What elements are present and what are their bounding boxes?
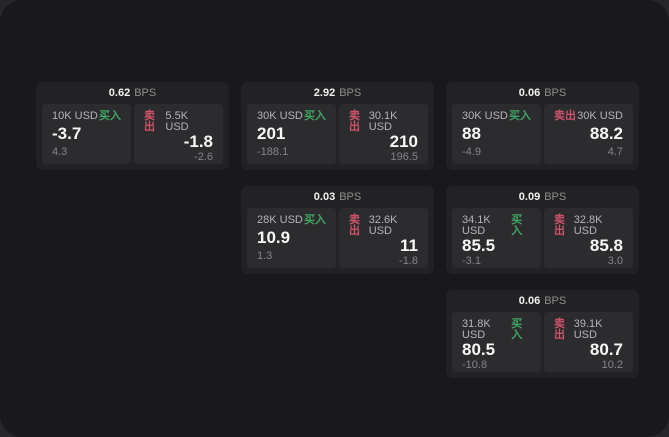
sell-tile[interactable]: 卖出 30.1K USD 210 196.5: [339, 104, 428, 164]
sell-button[interactable]: 卖出: [554, 214, 565, 237]
sell-tile[interactable]: 卖出 39.1K USD 80.7 10.2: [544, 312, 633, 372]
quote-card: 0.62 BPS 10K USD 买入 -3.7 4.3 卖出 5.5K USD: [36, 82, 229, 170]
quote-card: 0.06 BPS 31.8K USD 买入 80.5 -10.8 卖出 39.1…: [446, 290, 639, 378]
buy-amount: 34.1K USD: [462, 214, 491, 237]
bps-header: 0.03 BPS: [247, 186, 428, 208]
buy-tile[interactable]: 10K USD 买入 -3.7 4.3: [42, 104, 131, 164]
buy-price: 80.5: [462, 340, 496, 359]
buy-price: 201: [257, 124, 286, 144]
sell-amount: 30.1K USD: [368, 110, 398, 133]
buy-sub-value: 1.3: [257, 250, 273, 262]
sell-tile[interactable]: 卖出 5.5K USD -1.8 -2.6: [134, 104, 223, 164]
buy-button[interactable]: 买入: [99, 110, 121, 122]
sell-sub-value: 3.0: [607, 254, 623, 267]
buy-button[interactable]: 买入: [304, 214, 326, 226]
buy-sub-value: -188.1: [257, 146, 289, 158]
quote-card: 0.03 BPS 28K USD 买入 10.9 1.3 卖出 32.6K US…: [241, 186, 434, 274]
buy-price: -3.7: [52, 124, 82, 144]
quote-card-grid: 0.62 BPS 10K USD 买入 -3.7 4.3 卖出 5.5K USD: [36, 82, 639, 378]
bps-header: 0.09 BPS: [452, 186, 633, 208]
bps-header: 2.92 BPS: [247, 82, 428, 104]
sell-amount: 32.8K USD: [573, 214, 603, 237]
bps-unit-label: BPS: [544, 87, 567, 99]
quote-card: 2.92 BPS 30K USD 买入 201 -188.1 卖出 30.1K …: [241, 82, 434, 170]
sell-tile[interactable]: 卖出 32.8K USD 85.8 3.0: [544, 208, 633, 268]
buy-price: 88: [462, 124, 481, 144]
buy-price: 10.9: [257, 228, 291, 248]
bps-header: 0.06 BPS: [452, 82, 633, 104]
bps-unit-label: BPS: [339, 191, 362, 203]
sell-tile[interactable]: 卖出 32.6K USD 11 -1.8: [339, 208, 428, 268]
sell-sub-value: 10.2: [601, 358, 623, 371]
sell-sub-value: 196.5: [390, 150, 418, 163]
buy-sub-value: 4.3: [52, 146, 68, 158]
quote-body: 28K USD 买入 10.9 1.3 卖出 32.6K USD 11 -1.8: [247, 208, 428, 268]
buy-tile[interactable]: 31.8K USD 买入 80.5 -10.8: [452, 312, 541, 372]
quote-card: 0.06 BPS 30K USD 买入 88 -4.9 卖出 30K USD: [446, 82, 639, 170]
buy-tile[interactable]: 34.1K USD 买入 85.5 -3.1: [452, 208, 541, 268]
buy-tile[interactable]: 30K USD 买入 88 -4.9: [452, 104, 541, 164]
bps-value: 2.92: [313, 87, 336, 99]
sell-button[interactable]: 卖出: [349, 214, 360, 237]
sell-tile[interactable]: 卖出 30K USD 88.2 4.7: [544, 104, 633, 164]
sell-button[interactable]: 卖出: [554, 318, 565, 341]
buy-sub-value: -3.1: [462, 254, 481, 267]
bps-value: 0.06: [518, 87, 541, 99]
buy-amount: 10K USD: [52, 110, 98, 122]
sell-amount: 39.1K USD: [573, 318, 603, 341]
buy-button[interactable]: 买入: [511, 318, 523, 341]
buy-sub-value: -4.9: [462, 146, 481, 158]
sell-sub-value: -1.8: [399, 254, 418, 267]
quote-body: 10K USD 买入 -3.7 4.3 卖出 5.5K USD -1.8 -2.…: [42, 104, 223, 164]
sell-button[interactable]: 卖出: [349, 110, 360, 133]
quote-body: 30K USD 买入 201 -188.1 卖出 30.1K USD 210 1…: [247, 104, 428, 164]
sell-amount: 30K USD: [577, 110, 623, 122]
buy-button[interactable]: 买入: [511, 214, 523, 237]
buy-price: 85.5: [462, 236, 496, 255]
buy-amount: 30K USD: [257, 110, 303, 122]
sell-price: -1.8: [183, 132, 213, 151]
sell-button[interactable]: 卖出: [144, 110, 155, 133]
buy-tile[interactable]: 28K USD 买入 10.9 1.3: [247, 208, 336, 268]
buy-amount: 30K USD: [462, 110, 508, 122]
quote-card: 0.09 BPS 34.1K USD 买入 85.5 -3.1 卖出 32.8K…: [446, 186, 639, 274]
sell-button[interactable]: 卖出: [554, 110, 576, 122]
bps-value: 0.06: [518, 295, 541, 307]
bps-value: 0.62: [108, 87, 131, 99]
bps-header: 0.62 BPS: [42, 82, 223, 104]
bps-unit-label: BPS: [134, 87, 157, 99]
buy-button[interactable]: 买入: [304, 110, 326, 122]
buy-amount: 28K USD: [257, 214, 303, 226]
sell-price: 85.8: [589, 236, 623, 255]
quote-body: 31.8K USD 买入 80.5 -10.8 卖出 39.1K USD 80.…: [452, 312, 633, 372]
sell-price: 88.2: [589, 124, 623, 144]
sell-sub-value: -2.6: [194, 150, 213, 163]
sell-price: 80.7: [589, 340, 623, 359]
bps-unit-label: BPS: [339, 87, 362, 99]
sell-amount: 32.6K USD: [368, 214, 398, 237]
quote-body: 34.1K USD 买入 85.5 -3.1 卖出 32.8K USD 85.8…: [452, 208, 633, 268]
buy-sub-value: -10.8: [462, 358, 488, 371]
sell-amount: 5.5K USD: [165, 110, 189, 133]
sell-sub-value: 4.7: [607, 146, 623, 158]
buy-tile[interactable]: 30K USD 买入 201 -188.1: [247, 104, 336, 164]
bps-unit-label: BPS: [544, 295, 567, 307]
quote-body: 30K USD 买入 88 -4.9 卖出 30K USD 88.2 4.7: [452, 104, 633, 164]
bps-value: 0.09: [518, 191, 541, 203]
sell-price: 11: [400, 236, 418, 255]
bps-value: 0.03: [313, 191, 336, 203]
bps-header: 0.06 BPS: [452, 290, 633, 312]
buy-button[interactable]: 买入: [509, 110, 531, 122]
sell-price: 210: [389, 132, 418, 151]
buy-amount: 31.8K USD: [462, 318, 491, 341]
bps-unit-label: BPS: [544, 191, 567, 203]
